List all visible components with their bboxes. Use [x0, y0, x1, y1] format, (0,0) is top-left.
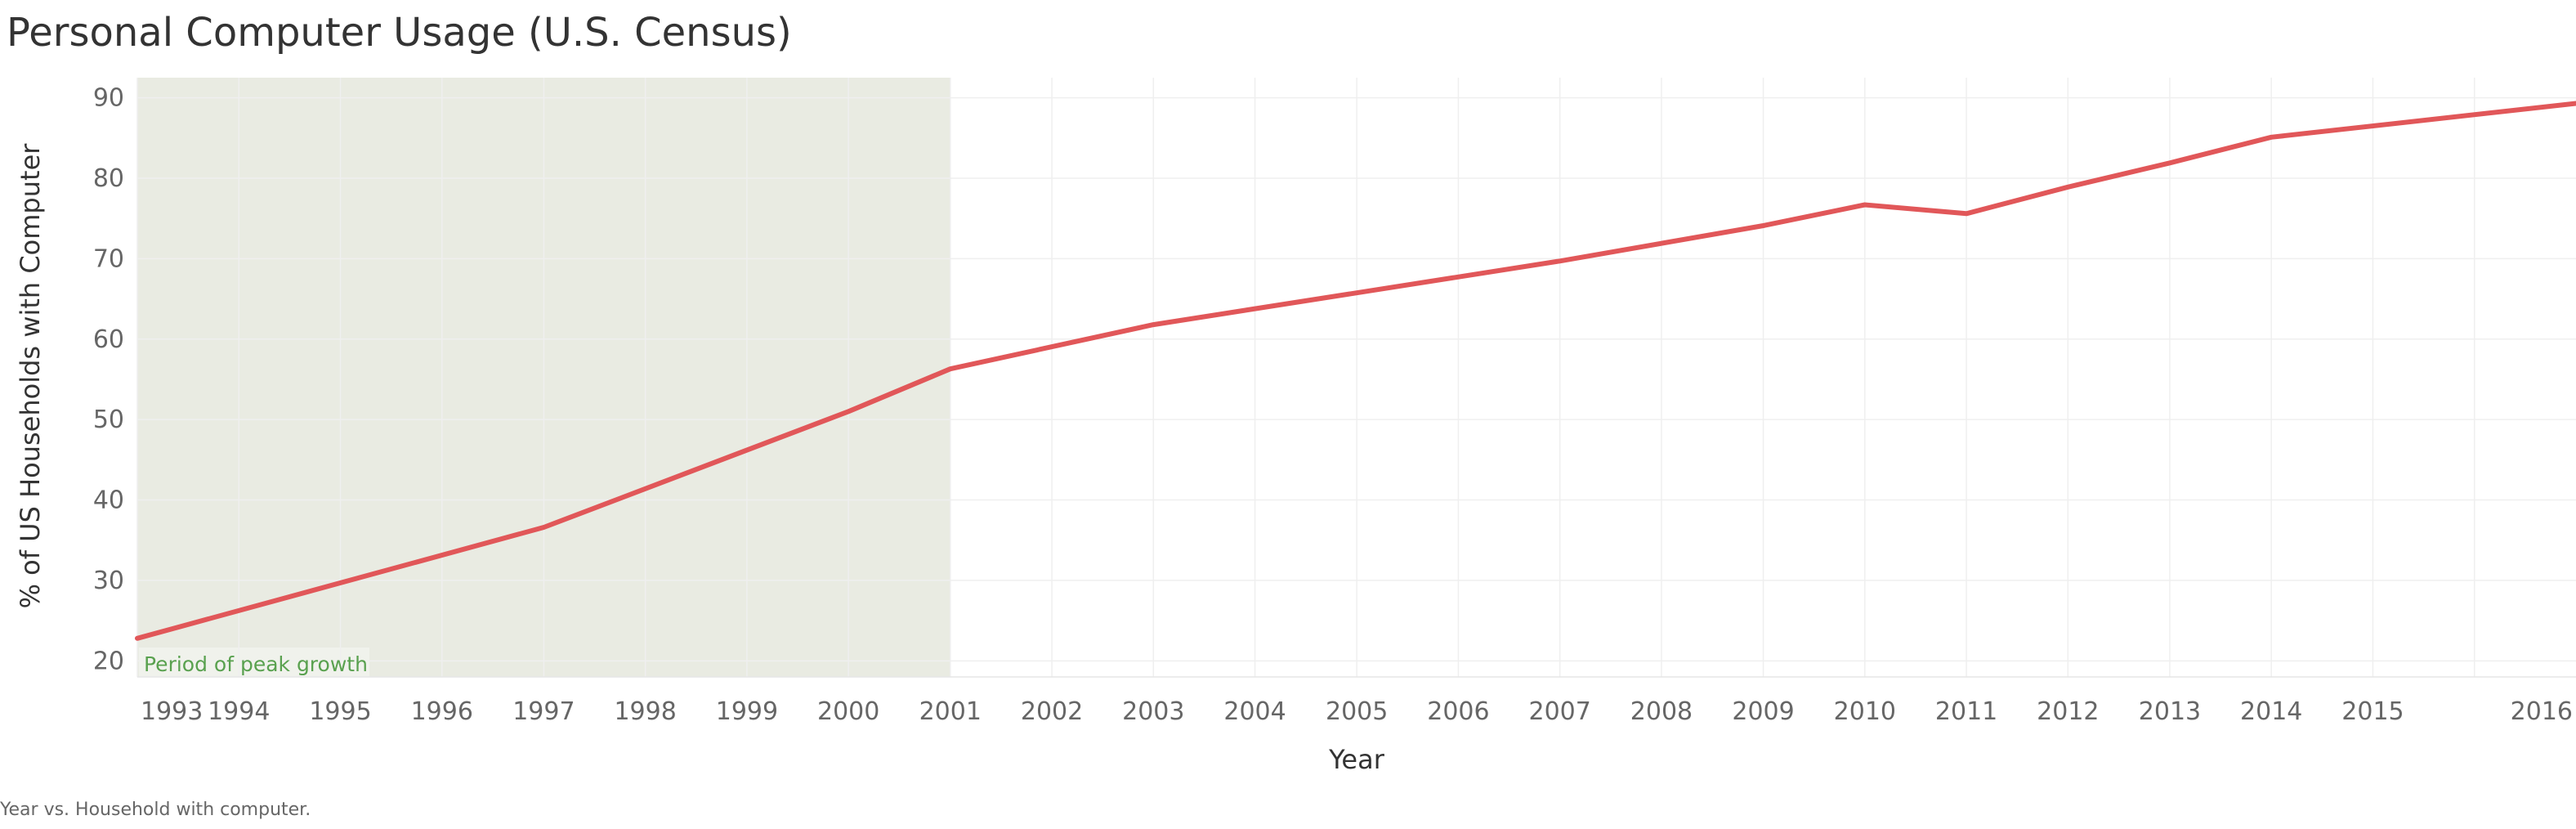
x-tick-label: 2010 — [1834, 697, 1896, 726]
y-tick-label: 90 — [93, 84, 124, 113]
annotation-label: Period of peak growth — [144, 652, 368, 676]
x-tick-label: 2001 — [919, 697, 982, 726]
y-tick-label: 30 — [93, 567, 124, 595]
x-tick-label: 2002 — [1021, 697, 1083, 726]
x-tick-label: 1999 — [716, 697, 778, 726]
annotation-label-background — [139, 648, 369, 677]
y-tick-labels: 20 30 40 50 60 70 80 90 — [93, 84, 124, 676]
chart-title: Personal Computer Usage (U.S. Census) — [7, 10, 792, 56]
series-line — [135, 101, 2576, 641]
x-tick-label: 1994 — [208, 697, 270, 726]
x-tick-label: 2014 — [2240, 697, 2302, 726]
grid-layer — [136, 78, 2576, 678]
series-layer — [135, 101, 2576, 641]
x-tick-labels: 1993 1994 1995 1996 1997 1998 1999 2000 2001 2002… — [141, 697, 2573, 726]
x-tick-label: 1998 — [614, 697, 676, 726]
x-tick-label: 2016 — [2511, 697, 2573, 726]
y-tick-label: 50 — [93, 406, 124, 434]
x-tick-label: 2013 — [2139, 697, 2201, 726]
y-tick-label: 40 — [93, 486, 124, 515]
y-axis-title: % of US Households with Computer — [15, 143, 46, 609]
y-tick-label: 60 — [93, 325, 124, 354]
x-tick-label: 1993 — [141, 697, 203, 726]
x-tick-label: 2015 — [2341, 697, 2404, 726]
x-tick-label: 2007 — [1529, 697, 1591, 726]
x-tick-label: 2005 — [1326, 697, 1388, 726]
x-tick-label: 2009 — [1732, 697, 1794, 726]
x-tick-label: 2004 — [1223, 697, 1286, 726]
x-tick-label: 2006 — [1427, 697, 1489, 726]
x-tick-label: 1997 — [512, 697, 575, 726]
x-tick-label: 2003 — [1122, 697, 1184, 726]
x-axis-title: Year — [1328, 744, 1385, 775]
x-tick-label: 2008 — [1630, 697, 1693, 726]
y-tick-label: 80 — [93, 164, 124, 193]
y-tick-label: 20 — [93, 647, 124, 675]
footnote: Year vs. Household with computer. — [0, 800, 311, 820]
x-tick-label: 2011 — [1935, 697, 1997, 726]
x-tick-label: 2012 — [2037, 697, 2099, 726]
x-tick-label: 1996 — [411, 697, 473, 726]
x-tick-label: 1995 — [309, 697, 371, 726]
x-tick-label: 2000 — [817, 697, 879, 726]
y-tick-label: 70 — [93, 244, 124, 273]
